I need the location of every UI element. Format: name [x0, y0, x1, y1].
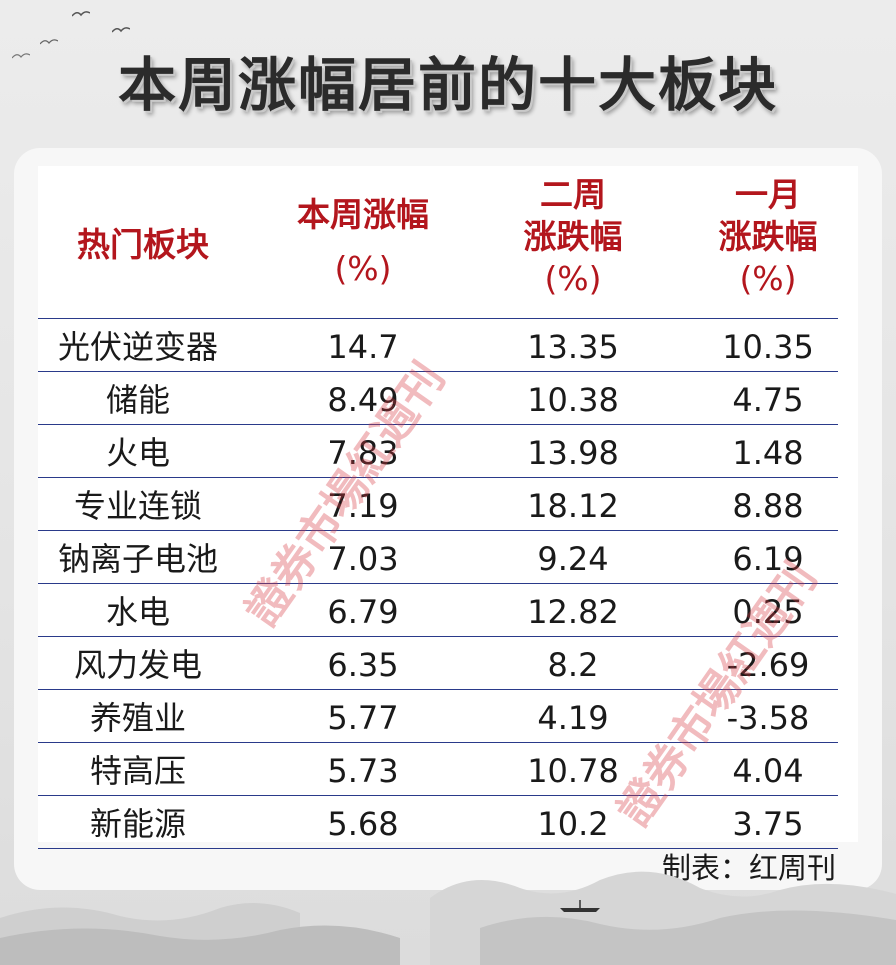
table-row: 钠离子电池 7.03 9.24 6.19: [38, 530, 838, 583]
cell-month: 3.75: [732, 805, 804, 843]
cell-month: 6.19: [732, 540, 804, 578]
table-row: 储能 8.49 10.38 4.75: [38, 371, 838, 424]
header-month-label-2: 涨跌幅: [718, 217, 818, 256]
header-two-week-label-2: 涨跌幅: [523, 217, 623, 256]
cell-week: 5.73: [327, 752, 399, 790]
header-month-change: 一月 涨跌幅 (%): [673, 174, 863, 300]
sector-table: 热门板块 本周涨幅 (%) 二周 涨跌幅 (%) 一月 涨跌幅 (%) 光伏逆变…: [38, 166, 858, 849]
cell-two-week: 13.98: [527, 434, 619, 472]
header-month-unit: (%): [739, 259, 797, 298]
cell-month: 4.75: [732, 381, 804, 419]
cell-two-week: 13.35: [527, 328, 619, 366]
cell-week: 6.79: [327, 593, 399, 631]
table-row: 火电 7.83 13.98 1.48: [38, 424, 838, 477]
cell-sector: 专业连锁: [73, 487, 202, 525]
cell-two-week: 12.82: [527, 593, 619, 631]
cell-month: -3.58: [726, 699, 810, 737]
cell-week: 5.77: [327, 699, 399, 737]
cell-two-week: 9.24: [537, 540, 609, 578]
bird-icon: [12, 53, 30, 59]
table-row: 专业连锁 7.19 18.12 8.88: [38, 477, 838, 530]
cell-sector: 特高压: [89, 752, 186, 790]
table-row: 风力发电 6.35 8.2 -2.69: [38, 636, 838, 689]
header-two-week-label-1: 二周: [540, 175, 606, 214]
cell-two-week: 4.19: [537, 699, 609, 737]
cell-month: 0.25: [732, 593, 804, 631]
bird-icon: [72, 11, 90, 17]
header-sector-label: 热门板块: [77, 225, 209, 264]
header-week-label: 本周涨幅: [297, 195, 429, 234]
cell-week: 7.03: [327, 540, 399, 578]
header-two-week-change: 二周 涨跌幅 (%): [478, 174, 668, 300]
header-two-week-unit: (%): [544, 259, 602, 298]
cell-month: 10.35: [722, 328, 814, 366]
cell-week: 8.49: [327, 381, 399, 419]
cell-month: 1.48: [732, 434, 804, 472]
cell-sector: 养殖业: [89, 699, 186, 737]
table-row: 光伏逆变器 14.7 13.35 10.35: [38, 318, 838, 371]
cell-sector: 风力发电: [73, 646, 202, 684]
table-body: 光伏逆变器 14.7 13.35 10.35 储能 8.49 10.38 4.7…: [38, 318, 838, 849]
table-source: 制表：红周刊: [661, 851, 836, 885]
cell-week: 5.68: [327, 805, 399, 843]
cell-two-week: 18.12: [527, 487, 619, 525]
mountain-landscape-icon: [0, 871, 896, 965]
header-sector: 热门板块: [48, 224, 238, 266]
cell-week: 6.35: [327, 646, 399, 684]
cell-week: 7.19: [327, 487, 399, 525]
header-month-label-1: 一月: [735, 175, 801, 214]
cell-sector: 水电: [105, 593, 170, 631]
table-row: 养殖业 5.77 4.19 -3.58: [38, 689, 838, 742]
cell-two-week: 10.2: [537, 805, 609, 843]
cell-week: 7.83: [327, 434, 399, 472]
table-row: 水电 6.79 12.82 0.25: [38, 583, 838, 636]
cell-sector: 钠离子电池: [57, 540, 218, 578]
cell-sector: 光伏逆变器: [57, 328, 218, 366]
cell-sector: 储能: [105, 381, 170, 419]
cell-month: 4.04: [732, 752, 804, 790]
cell-week: 14.7: [327, 328, 399, 366]
cell-month: 8.88: [732, 487, 804, 525]
header-week-unit: (%): [334, 249, 392, 288]
page-title: 本周涨幅居前的十大板块: [117, 51, 778, 119]
cell-two-week: 10.78: [527, 752, 619, 790]
header-week-change: 本周涨幅 (%): [268, 194, 458, 290]
bird-icon: [40, 39, 58, 45]
cell-two-week: 10.38: [527, 381, 619, 419]
bird-icon: [112, 27, 130, 33]
cell-sector: 新能源: [89, 805, 186, 843]
cell-two-week: 8.2: [547, 646, 599, 684]
table-row: 新能源 5.68 10.2 3.75: [38, 795, 838, 849]
cell-month: -2.69: [726, 646, 810, 684]
cell-sector: 火电: [105, 434, 170, 472]
table-row: 特高压 5.73 10.78 4.04: [38, 742, 838, 795]
